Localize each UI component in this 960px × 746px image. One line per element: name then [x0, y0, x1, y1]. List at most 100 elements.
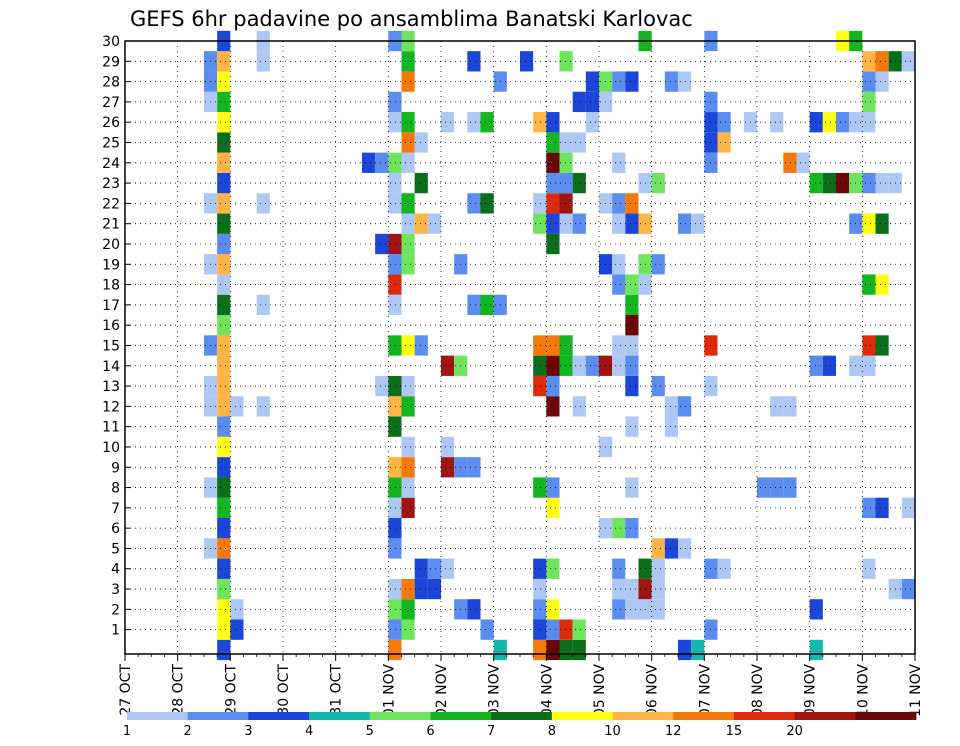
- heatmap-cell: [217, 213, 231, 234]
- heatmap-cell: [401, 213, 415, 234]
- heatmap-cell: [691, 213, 705, 234]
- heatmap-cell: [809, 172, 823, 194]
- heatmap-cell: [612, 193, 626, 214]
- x-tick-label: 02 NOV: [434, 664, 450, 718]
- y-tick-label: 28: [102, 75, 120, 91]
- y-tick-label: 18: [102, 278, 120, 294]
- heatmap-cell: [678, 538, 692, 559]
- color-scale-label: 7: [487, 724, 495, 739]
- heatmap-cell: [533, 639, 547, 661]
- color-scale-label: 5: [366, 724, 374, 739]
- heatmap-cell: [388, 274, 402, 295]
- heatmap-cell: [230, 396, 244, 417]
- heatmap-cell: [533, 375, 547, 397]
- heatmap-cell: [401, 51, 415, 72]
- heatmap-cell: [783, 477, 797, 498]
- heatmap-cell: [533, 335, 547, 356]
- heatmap-cell: [546, 355, 560, 376]
- color-scale-label: 3: [244, 724, 252, 739]
- heatmap-cell: [625, 294, 639, 316]
- heatmap-cell: [809, 599, 823, 620]
- heatmap-cell: [388, 538, 402, 559]
- heatmap-cell: [388, 233, 402, 255]
- heatmap-cell: [217, 355, 231, 376]
- x-tick-label: 10 NOV: [855, 664, 871, 718]
- heatmap-cell: [612, 71, 626, 92]
- heatmap-cell: [217, 578, 231, 600]
- heatmap-cell: [546, 152, 560, 173]
- heatmap-cell: [625, 578, 639, 600]
- heatmap-cell: [612, 558, 626, 579]
- heatmap-cell: [217, 497, 231, 519]
- heatmap-cell: [572, 91, 586, 113]
- heatmap-cell: [796, 152, 810, 173]
- color-scale-swatch: [127, 712, 189, 720]
- heatmap-cell: [862, 355, 876, 376]
- heatmap-cell: [533, 477, 547, 498]
- heatmap-cell: [375, 375, 389, 397]
- heatmap-cell: [401, 335, 415, 356]
- heatmap-cell: [875, 71, 889, 92]
- heatmap-cell: [612, 213, 626, 234]
- heatmap-cell: [467, 294, 481, 316]
- color-scale-swatch: [551, 712, 613, 720]
- heatmap-cell: [230, 619, 244, 640]
- heatmap-cell: [822, 355, 836, 376]
- heatmap-cell: [546, 335, 560, 356]
- heatmap-cell: [651, 538, 665, 559]
- heatmap-cell: [414, 213, 428, 234]
- heatmap-cell: [217, 51, 231, 72]
- heatmap-cell: [559, 193, 573, 214]
- heatmap-cell: [441, 355, 455, 376]
- heatmap-cell: [388, 396, 402, 417]
- grid-lines: [125, 40, 915, 654]
- heatmap-cell: [809, 639, 823, 661]
- heatmap-cell: [664, 396, 678, 417]
- heatmap-cell: [217, 639, 231, 661]
- chart-title: GEFS 6hr padavine po ansamblima Banatski…: [130, 7, 693, 31]
- x-tick-label: 05 NOV: [592, 664, 608, 718]
- heatmap-cell: [625, 335, 639, 356]
- heatmap-cell: [546, 619, 560, 640]
- heatmap-cell: [770, 396, 784, 417]
- heatmap-cell: [664, 71, 678, 92]
- heatmap-cell: [862, 335, 876, 356]
- heatmap-cell: [388, 375, 402, 397]
- heatmap-cell: [217, 436, 231, 458]
- heatmap-cell: [401, 193, 415, 214]
- color-scale-swatch: [733, 712, 796, 720]
- color-scale-swatch: [369, 712, 431, 720]
- heatmap-cell: [217, 558, 231, 579]
- heatmap-cell: [401, 112, 415, 133]
- heatmap-cell: [546, 233, 560, 255]
- heatmap-cell: [559, 213, 573, 234]
- heatmap-cell: [414, 335, 428, 356]
- heatmap-cell: [533, 599, 547, 620]
- heatmap-cell: [625, 599, 639, 620]
- y-tick-label: 6: [111, 521, 120, 537]
- heatmap-cell: [375, 233, 389, 255]
- heatmap-cell: [862, 172, 876, 194]
- heatmap-cell: [217, 193, 231, 214]
- heatmap-cell: [862, 112, 876, 133]
- heatmap-cell: [625, 193, 639, 214]
- heatmap-cell: [217, 274, 231, 295]
- heatmap-cell: [585, 112, 599, 133]
- y-tick-label: 9: [111, 460, 120, 476]
- color-scale-label: 15: [726, 724, 743, 739]
- heatmap-cell: [691, 639, 705, 661]
- heatmap-cell: [612, 335, 626, 356]
- heatmap-cell: [875, 335, 889, 356]
- heatmap-cell: [388, 254, 402, 275]
- heatmap-cell: [480, 112, 494, 133]
- heatmap-cell: [533, 213, 547, 234]
- heatmap-cell: [625, 71, 639, 92]
- heatmap-cell: [875, 172, 889, 194]
- heatmap-cell: [585, 355, 599, 376]
- x-tick-label: 31 OCT: [329, 664, 345, 716]
- heatmap-cell: [388, 416, 402, 437]
- heatmap-cell: [612, 355, 626, 376]
- heatmap-cell: [546, 112, 560, 133]
- heatmap-cell: [546, 599, 560, 620]
- heatmap-cell: [585, 91, 599, 113]
